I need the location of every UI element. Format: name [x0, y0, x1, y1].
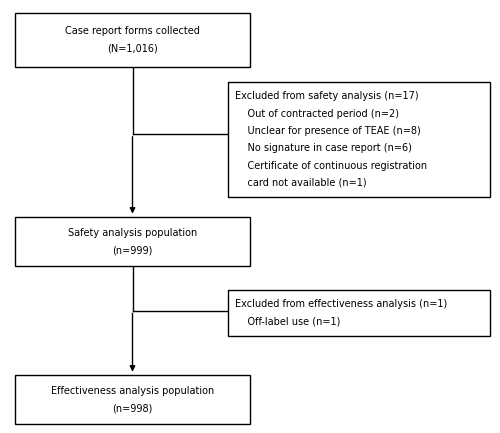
Text: (N=1,016): (N=1,016) [107, 44, 158, 54]
Text: Effectiveness analysis population: Effectiveness analysis population [51, 386, 214, 396]
FancyBboxPatch shape [228, 290, 490, 336]
Text: Out of contracted period (n=2): Out of contracted period (n=2) [235, 109, 399, 119]
Text: Off-label use (n=1): Off-label use (n=1) [235, 317, 341, 326]
FancyBboxPatch shape [228, 82, 490, 197]
Text: Excluded from effectiveness analysis (n=1): Excluded from effectiveness analysis (n=… [235, 299, 448, 309]
Text: Excluded from safety analysis (n=17): Excluded from safety analysis (n=17) [235, 91, 418, 101]
Text: Safety analysis population: Safety analysis population [68, 228, 197, 238]
Text: Case report forms collected: Case report forms collected [65, 26, 200, 36]
FancyBboxPatch shape [15, 216, 250, 266]
FancyBboxPatch shape [15, 13, 250, 67]
Text: Unclear for presence of TEAE (n=8): Unclear for presence of TEAE (n=8) [235, 126, 421, 136]
FancyBboxPatch shape [15, 375, 250, 424]
Text: No signature in case report (n=6): No signature in case report (n=6) [235, 143, 412, 153]
Text: (n=999): (n=999) [112, 245, 152, 255]
Text: (n=998): (n=998) [112, 403, 152, 413]
Text: card not available (n=1): card not available (n=1) [235, 178, 366, 188]
Text: Certificate of continuous registration: Certificate of continuous registration [235, 161, 427, 171]
